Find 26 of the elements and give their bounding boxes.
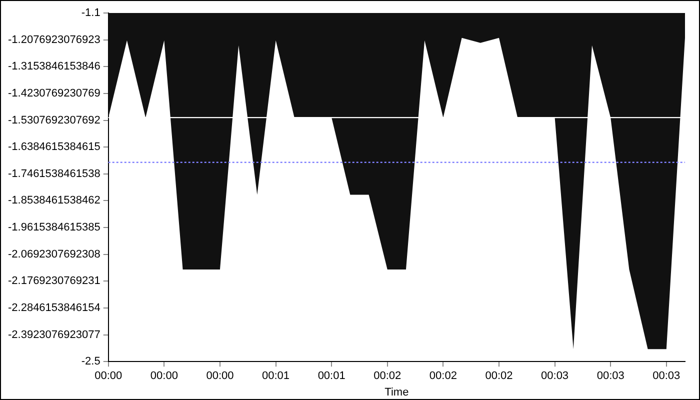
x-tick-label: 00:02 <box>374 370 402 382</box>
y-tick-label: -1.2076923076923 <box>8 34 100 46</box>
y-tick-label: -2.1769230769231 <box>8 275 100 288</box>
x-tick-label: 00:03 <box>596 370 624 382</box>
x-tick-label: 00:02 <box>485 370 513 382</box>
x-tick-label: 00:01 <box>262 370 290 382</box>
y-tick-label: -1.6384615384615 <box>8 141 100 154</box>
y-tick-label: -2.2846153846154 <box>8 302 100 314</box>
x-tick-label: 00:00 <box>206 370 234 382</box>
y-tick-label: -2.3923076923077 <box>8 328 100 341</box>
y-tick-label: -1.7461538461538 <box>8 168 100 180</box>
y-tick-label: -1.4230769230769 <box>8 87 100 100</box>
x-tick-label: 00:02 <box>429 370 457 382</box>
x-axis-title: Time <box>384 386 409 398</box>
x-tick-label: 00:03 <box>652 370 680 382</box>
x-tick-label: 00:00 <box>94 370 122 382</box>
y-tick-label: -1.5307692307692 <box>8 114 100 126</box>
y-tick-label: -2.5 <box>81 356 100 368</box>
x-tick-label: 00:01 <box>318 370 346 382</box>
y-tick-label: -1.8538461538462 <box>8 194 100 207</box>
x-tick-label: 00:00 <box>150 370 178 382</box>
x-tick-label: 00:03 <box>541 370 569 382</box>
y-tick-label: -1.9615384615385 <box>8 222 100 234</box>
y-tick-label: -2.0692307692308 <box>8 248 100 260</box>
y-tick-label: -1.1 <box>81 7 100 20</box>
y-tick-label: -1.3153846153846 <box>8 60 100 73</box>
